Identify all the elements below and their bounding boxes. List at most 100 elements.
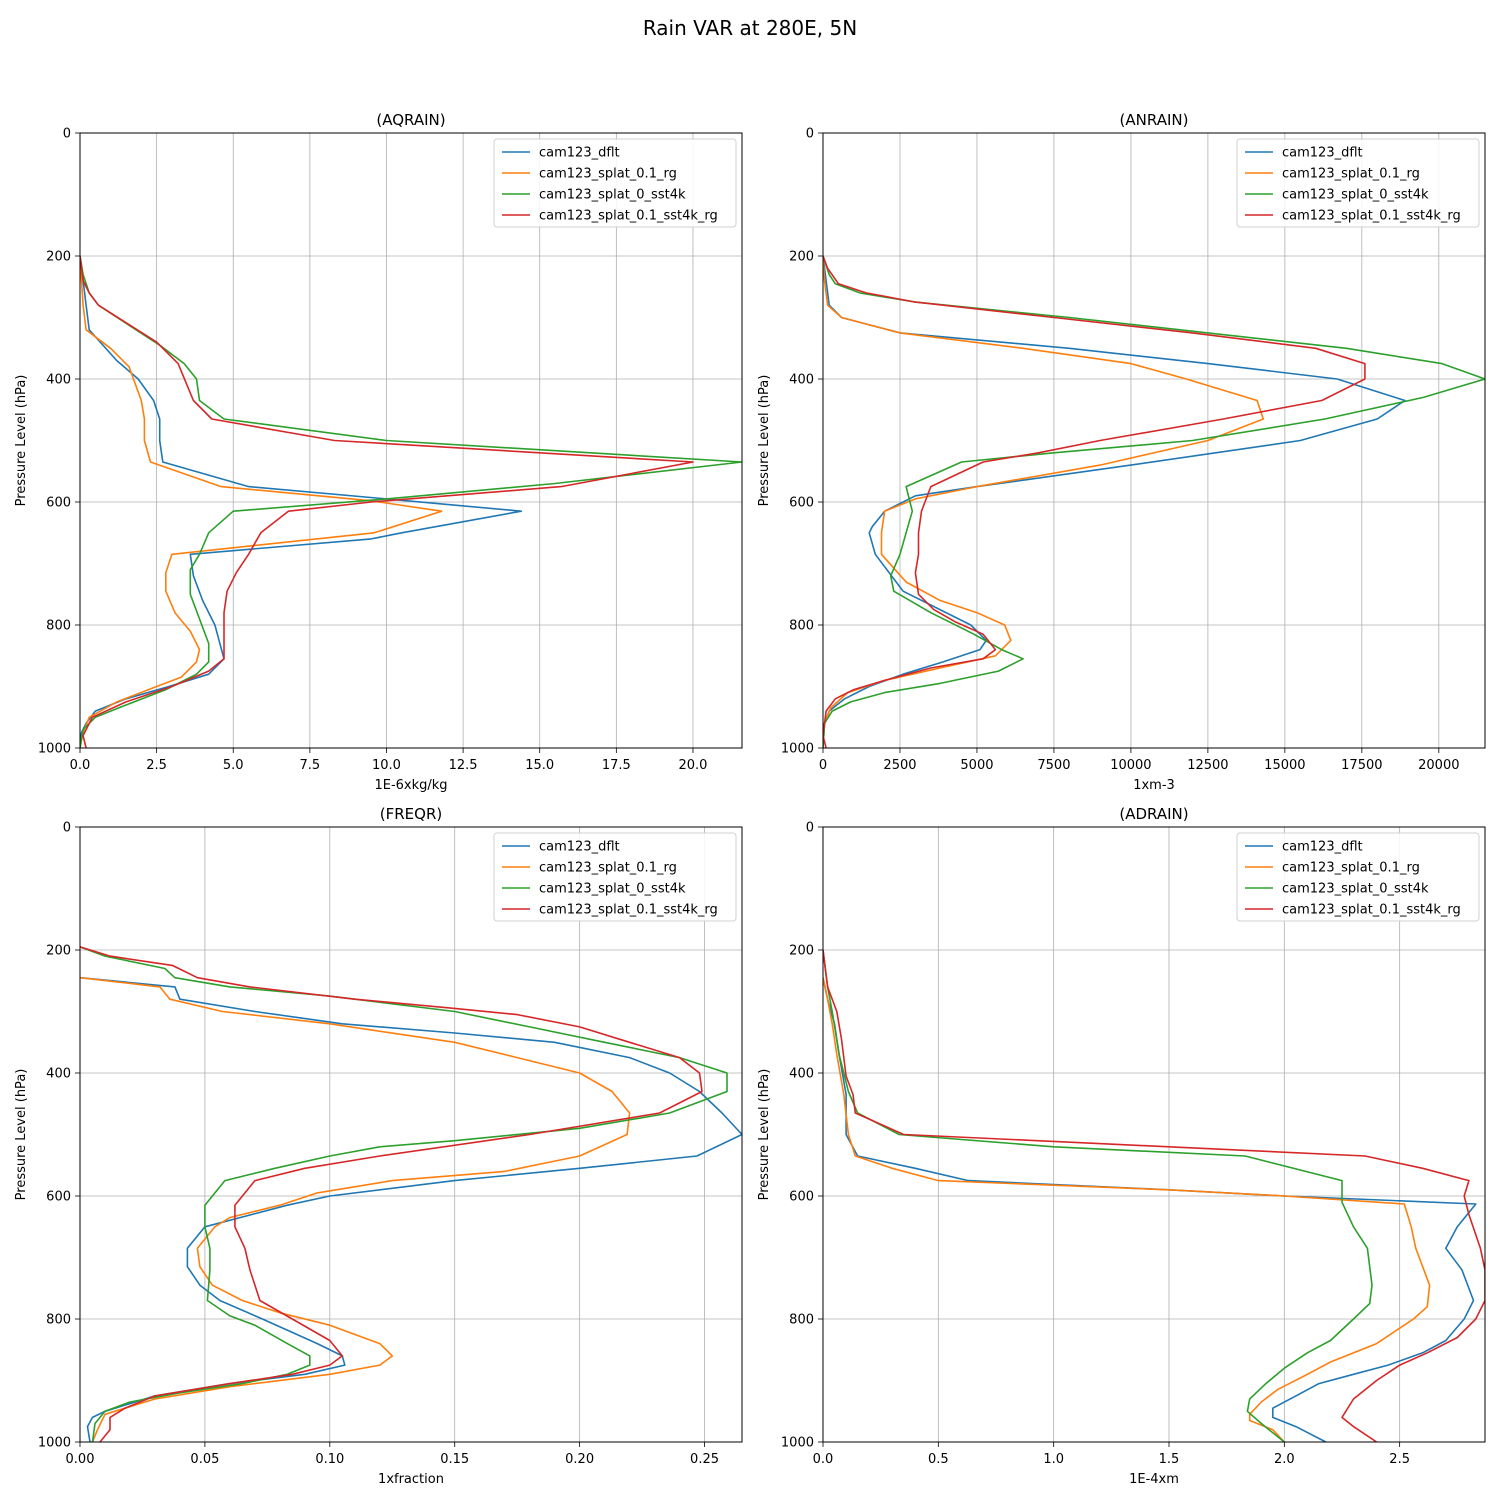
y-tick-label: 600 [46, 496, 71, 511]
y-tick-label: 0 [63, 821, 71, 836]
y-tick-label: 1000 [38, 1436, 71, 1451]
y-tick-label: 1000 [38, 742, 71, 757]
x-tick-label: 5000 [960, 758, 993, 773]
y-axis-label: Pressure Level (hPa) [757, 375, 772, 507]
x-axis-label: 1E-4xm [1129, 1472, 1179, 1487]
legend: cam123_dflt cam123_splat_0.1_rg cam123_spl… [493, 832, 737, 922]
legend-entry: cam123_dflt [1282, 840, 1363, 855]
legend-entry: cam123_splat_0.1_sst4k_rg [539, 903, 718, 918]
legend-entry: cam123_dflt [1282, 146, 1363, 161]
x-tick-label: 0.00 [66, 1452, 95, 1467]
panel-2: 0 2500 5000 7500 10000 12500 15000 17500 20000 0 2… [757, 111, 1486, 793]
legend-entry: cam123_splat_0_sst4k [539, 882, 686, 897]
legend-entry: cam123_splat_0.1_rg [1282, 861, 1420, 876]
x-tick-label: 0.0 [813, 1452, 834, 1467]
y-tick-label: 200 [789, 250, 814, 265]
x-axis-label: 1xm-3 [1133, 778, 1175, 793]
y-tick-label: 1000 [781, 1436, 814, 1451]
x-tick-label: 15.0 [525, 758, 554, 773]
legend-entry: cam123_splat_0.1_sst4k_rg [1282, 209, 1461, 224]
x-tick-label: 1.0 [1043, 1452, 1064, 1467]
x-tick-label: 10.0 [372, 758, 401, 773]
x-tick-label: 0.0 [70, 758, 91, 773]
x-tick-label: 12500 [1187, 758, 1228, 773]
x-tick-label: 0.25 [690, 1452, 719, 1467]
legend-entry: cam123_dflt [539, 146, 620, 161]
y-tick-label: 400 [789, 1067, 814, 1082]
figure-title: Rain VAR at 280E, 5N [642, 16, 858, 40]
legend-box [493, 138, 737, 228]
panel-title: (ADRAIN) [1119, 805, 1188, 823]
x-tick-label: 1.5 [1159, 1452, 1180, 1467]
y-tick-label: 800 [46, 619, 71, 634]
legend-entry: cam123_splat_0_sst4k [539, 188, 686, 203]
y-tick-label: 200 [789, 944, 814, 959]
y-axis-label: Pressure Level (hPa) [14, 375, 29, 507]
x-tick-label: 12.5 [449, 758, 478, 773]
x-tick-label: 0.05 [190, 1452, 219, 1467]
x-tick-label: 2.5 [146, 758, 167, 773]
panel-title: (ANRAIN) [1120, 111, 1189, 129]
legend: cam123_dflt cam123_splat_0.1_rg cam123_spl… [493, 138, 737, 228]
legend-box [1236, 138, 1480, 228]
x-tick-label: 2.0 [1274, 1452, 1295, 1467]
y-axis-label: Pressure Level (hPa) [757, 1069, 772, 1201]
legend-entry: cam123_splat_0_sst4k [1282, 882, 1429, 897]
series-line-4 [80, 946, 703, 1442]
series-line-1 [80, 255, 523, 748]
x-tick-label: 7.5 [300, 758, 321, 773]
series-line-4 [80, 255, 694, 748]
y-tick-label: 800 [46, 1313, 71, 1328]
legend-entry: cam123_splat_0_sst4k [1282, 188, 1429, 203]
y-tick-label: 400 [46, 1067, 71, 1082]
legend-box [1236, 832, 1480, 922]
x-tick-label: 2500 [883, 758, 916, 773]
y-tick-label: 400 [789, 373, 814, 388]
legend-entry: cam123_splat_0.1_sst4k_rg [539, 209, 718, 224]
series-line-4 [823, 255, 1366, 748]
plot-frame [822, 826, 1486, 1443]
y-tick-label: 600 [789, 1190, 814, 1205]
legend-entry: cam123_splat_0.1_rg [1282, 167, 1420, 182]
y-tick-label: 0 [806, 127, 814, 142]
legend-entry: cam123_splat_0.1_sst4k_rg [1282, 903, 1461, 918]
panel-4: 0.0 0.5 1.0 1.5 2.0 2.5 0 200 400 600 800 1000 (ADRA… [757, 805, 1486, 1487]
y-tick-label: 1000 [781, 742, 814, 757]
y-tick-label: 600 [46, 1190, 71, 1205]
plot-frame [79, 132, 743, 749]
series-line-3 [823, 949, 1373, 1442]
x-tick-label: 0.10 [315, 1452, 344, 1467]
y-tick-label: 800 [789, 619, 814, 634]
legend-entry: cam123_dflt [539, 840, 620, 855]
y-tick-label: 0 [806, 821, 814, 836]
x-tick-label: 15000 [1264, 758, 1305, 773]
x-axis-label: 1xfraction [378, 1472, 444, 1487]
x-tick-label: 0 [819, 758, 827, 773]
panel-1: 0.0 2.5 5.0 7.5 10.0 12.5 15.0 17.5 20.0 0 200 400 6… [14, 111, 743, 793]
y-tick-label: 200 [46, 944, 71, 959]
panel-title: (FREQR) [380, 805, 442, 823]
x-tick-label: 17.5 [602, 758, 631, 773]
series-line-2 [80, 976, 631, 1442]
x-tick-label: 0.20 [565, 1452, 594, 1467]
x-tick-label: 20000 [1418, 758, 1459, 773]
series-line-1 [80, 976, 742, 1442]
plot-frame [79, 826, 743, 1443]
series-line-1 [823, 977, 1477, 1442]
legend-entry: cam123_splat_0.1_rg [539, 861, 677, 876]
x-tick-label: 2.5 [1389, 1452, 1410, 1467]
x-axis-label: 1E-6xkg/kg [374, 778, 447, 793]
series-line-2 [80, 255, 443, 748]
y-tick-label: 200 [46, 250, 71, 265]
y-tick-label: 600 [789, 496, 814, 511]
x-tick-label: 20.0 [678, 758, 707, 773]
y-tick-label: 800 [789, 1313, 814, 1328]
x-tick-label: 0.5 [928, 1452, 949, 1467]
series-line-2 [823, 255, 1265, 748]
x-tick-label: 7500 [1037, 758, 1070, 773]
x-tick-label: 5.0 [223, 758, 244, 773]
y-tick-label: 400 [46, 373, 71, 388]
legend-box [493, 832, 737, 922]
legend: cam123_dflt cam123_splat_0.1_rg cam123_spl… [1236, 138, 1480, 228]
